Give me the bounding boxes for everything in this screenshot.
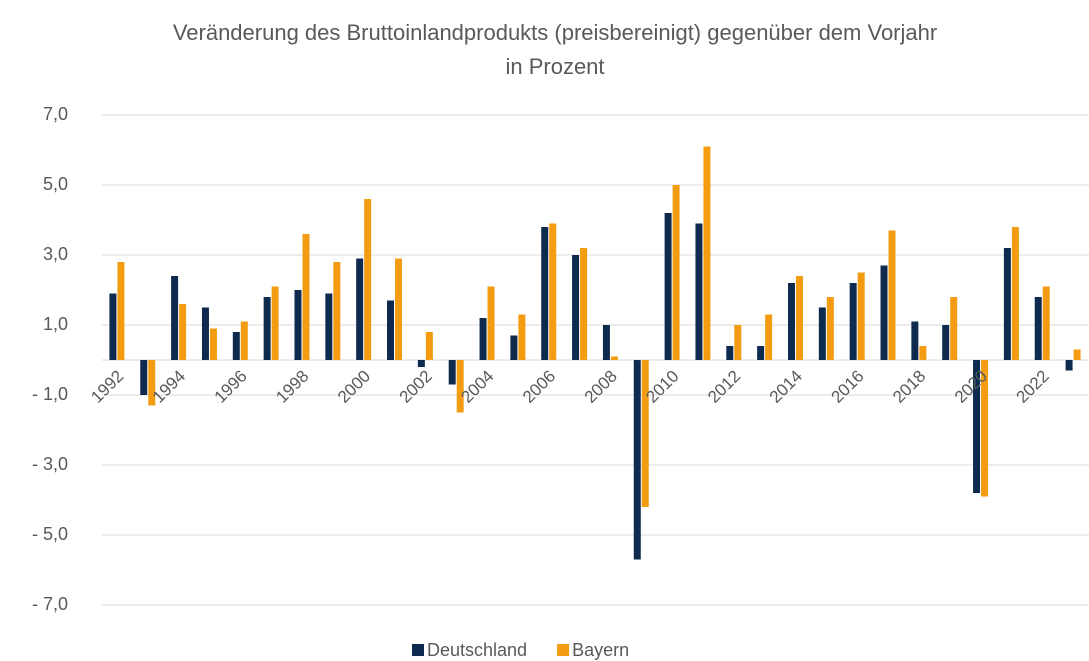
bar bbox=[1065, 360, 1073, 371]
bar bbox=[302, 234, 310, 360]
bar bbox=[510, 335, 518, 360]
bar bbox=[201, 307, 209, 360]
bar bbox=[209, 328, 217, 360]
bar bbox=[981, 360, 989, 497]
bar bbox=[263, 297, 271, 360]
bar bbox=[726, 346, 734, 360]
legend-swatch bbox=[412, 644, 424, 656]
bar bbox=[387, 300, 395, 360]
bar bbox=[1011, 227, 1019, 360]
x-tick-label: 2018 bbox=[889, 367, 929, 407]
x-tick-label: 2008 bbox=[581, 367, 621, 407]
x-tick-label: 2016 bbox=[827, 367, 867, 407]
bar bbox=[950, 297, 958, 360]
bar bbox=[734, 325, 742, 360]
bar bbox=[549, 223, 557, 360]
bar bbox=[757, 346, 765, 360]
bar bbox=[857, 272, 865, 360]
bar bbox=[356, 258, 364, 360]
bar bbox=[417, 360, 425, 367]
legend-label: Bayern bbox=[572, 640, 629, 660]
bar bbox=[140, 360, 148, 395]
bar bbox=[395, 258, 403, 360]
bar bbox=[672, 185, 680, 360]
bar bbox=[518, 314, 526, 360]
y-tick-label: 5,0 bbox=[43, 174, 68, 194]
bar bbox=[572, 255, 580, 360]
bar bbox=[1003, 248, 1011, 360]
bar bbox=[818, 307, 826, 360]
bar bbox=[240, 321, 248, 360]
bar bbox=[849, 283, 857, 360]
y-tick-label: - 1,0 bbox=[32, 384, 68, 404]
y-tick-label: - 7,0 bbox=[32, 594, 68, 614]
bar bbox=[541, 227, 549, 360]
bar bbox=[109, 293, 117, 360]
legend-label: Deutschland bbox=[427, 640, 527, 660]
chart-title: Veränderung des Bruttoinlandprodukts (pr… bbox=[172, 20, 938, 79]
bar bbox=[271, 286, 279, 360]
bar bbox=[1034, 297, 1042, 360]
x-tick-label: 1992 bbox=[87, 367, 127, 407]
bar bbox=[826, 297, 834, 360]
bar bbox=[1073, 349, 1081, 360]
bar bbox=[1042, 286, 1050, 360]
bar bbox=[602, 325, 610, 360]
legend-swatch bbox=[557, 644, 570, 656]
bar bbox=[911, 321, 919, 360]
bar bbox=[942, 325, 950, 360]
bar bbox=[171, 276, 179, 360]
x-tick-label: 2022 bbox=[1013, 367, 1053, 407]
bar bbox=[232, 332, 240, 360]
x-tick-label: 2014 bbox=[766, 367, 806, 407]
x-tick-label: 2002 bbox=[396, 367, 436, 407]
y-tick-label: - 3,0 bbox=[32, 454, 68, 474]
bar bbox=[610, 356, 618, 360]
bar bbox=[795, 276, 803, 360]
bar bbox=[664, 213, 672, 360]
bar bbox=[448, 360, 456, 385]
bar bbox=[633, 360, 641, 560]
bar bbox=[117, 262, 125, 360]
x-tick-label: 2012 bbox=[704, 367, 744, 407]
y-tick-label: 7,0 bbox=[43, 104, 68, 124]
bar bbox=[765, 314, 773, 360]
bar bbox=[580, 248, 588, 360]
bar bbox=[179, 304, 187, 360]
bar bbox=[294, 290, 302, 360]
y-tick-label: - 5,0 bbox=[32, 524, 68, 544]
bar bbox=[479, 318, 487, 360]
bar bbox=[880, 265, 888, 360]
bar bbox=[695, 223, 703, 360]
bar bbox=[364, 199, 372, 360]
bar bbox=[787, 283, 795, 360]
y-tick-label: 3,0 bbox=[43, 244, 68, 264]
bar bbox=[641, 360, 649, 507]
x-tick-label: 2006 bbox=[519, 367, 559, 407]
bar bbox=[148, 360, 156, 406]
bar bbox=[425, 332, 433, 360]
bar bbox=[919, 346, 927, 360]
bar bbox=[973, 360, 981, 493]
y-tick-label: 1,0 bbox=[43, 314, 68, 334]
bar bbox=[888, 230, 896, 360]
bar bbox=[456, 360, 464, 413]
x-tick-label: 2000 bbox=[334, 367, 374, 407]
bar bbox=[333, 262, 341, 360]
x-tick-label: 1998 bbox=[272, 367, 312, 407]
bar bbox=[325, 293, 333, 360]
x-tick-label: 1996 bbox=[211, 367, 251, 407]
bar bbox=[487, 286, 495, 360]
bar bbox=[703, 146, 711, 360]
